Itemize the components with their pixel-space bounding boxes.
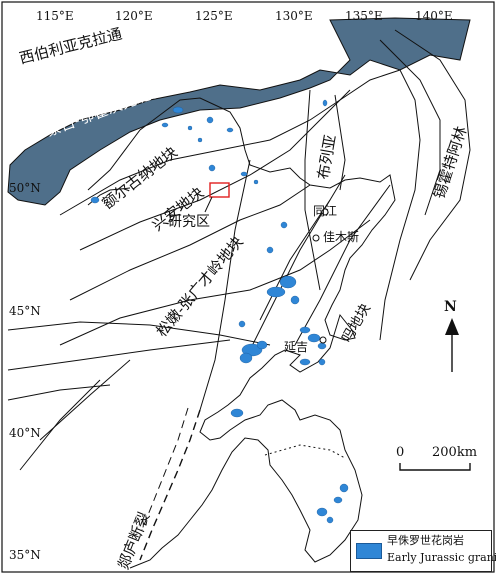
- scale-distance-label: 200km: [432, 445, 478, 460]
- jiamusi-label: 佳木斯: [323, 230, 360, 244]
- boundary-line: [59, 219, 371, 346]
- granite-patch: [208, 164, 216, 172]
- legend-swatch: [356, 543, 382, 559]
- granite-patch: [280, 221, 288, 229]
- yanji-label: 延吉: [284, 340, 309, 354]
- boundary-line: [39, 359, 131, 441]
- fault-line: [294, 184, 391, 346]
- yanji-marker: [319, 336, 327, 344]
- tongjiang-label: 同江: [313, 204, 338, 218]
- granite-patch: [266, 246, 274, 254]
- granite-patch: [187, 125, 193, 131]
- tanlu-fault-line: [139, 409, 201, 561]
- granite-patch: [318, 358, 326, 366]
- granite-patch: [307, 333, 321, 343]
- suture-line: [59, 69, 401, 216]
- lon-label-140: 140°E: [415, 9, 453, 23]
- granite-patch: [206, 116, 214, 124]
- legend-label-cn: 早侏罗世花岗岩: [387, 534, 464, 547]
- scale-zero-label: 0: [396, 445, 405, 460]
- boundary-line: [69, 184, 311, 301]
- study-area-box: [209, 182, 230, 198]
- fault-line: [199, 159, 251, 411]
- bureya-boundary: [379, 69, 421, 341]
- boundary-line: [7, 384, 111, 401]
- lat-label-35: 35°N: [9, 548, 41, 562]
- boundary-line: [79, 89, 351, 251]
- boundary-line: [19, 379, 101, 471]
- north-label: N: [444, 299, 457, 315]
- tanlu-fault-line: [141, 407, 189, 531]
- study-area-pointer: [204, 196, 213, 213]
- granite-patch: [253, 179, 259, 185]
- granite-patch: [230, 408, 244, 418]
- bureya-boundary: [304, 89, 321, 291]
- granite-patch: [240, 171, 248, 177]
- study-area-label: 研究区: [168, 214, 210, 230]
- border-dotted: [264, 444, 346, 459]
- sikhote-boundary: [394, 29, 471, 281]
- lat-label-45: 45°N: [9, 304, 41, 318]
- granite-patch: [256, 340, 268, 350]
- lon-label-125: 125°E: [195, 9, 233, 23]
- sikhote-boundary: [379, 39, 441, 216]
- tongjiang-marker: [321, 208, 329, 216]
- lat-label-50: 50°N: [9, 181, 41, 195]
- lon-label-115: 115°E: [36, 9, 74, 23]
- granite-patch: [326, 516, 334, 524]
- lat-label-40: 40°N: [9, 426, 41, 440]
- scale-bar: [399, 463, 471, 471]
- granite-patch: [172, 106, 184, 114]
- north-arrow-head: [445, 318, 459, 335]
- granite-patch: [90, 196, 100, 204]
- granite-patch: [333, 496, 343, 504]
- fault-line: [249, 174, 346, 351]
- granite-patch: [197, 137, 203, 143]
- granite-patch: [226, 127, 234, 133]
- granite-patch: [266, 286, 286, 298]
- granite-patch: [317, 342, 327, 350]
- granite-patch: [161, 122, 169, 128]
- lon-label-120: 120°E: [115, 9, 153, 23]
- granite-patch: [299, 326, 311, 334]
- granite-patches: [90, 99, 349, 524]
- granite-patch: [339, 483, 349, 493]
- granite-patch: [322, 99, 328, 107]
- granite-patch: [290, 295, 300, 305]
- lon-label-135: 135°E: [345, 9, 383, 23]
- legend: 早侏罗世花岗岩 Early Jurassic granite: [350, 530, 496, 572]
- boundary-line: [7, 321, 271, 346]
- sea-area: [7, 17, 471, 206]
- legend-label-en: Early Jurassic granite: [387, 551, 496, 564]
- fault-line: [259, 199, 331, 321]
- lon-label-130: 130°E: [275, 9, 313, 23]
- boundary-line: [7, 339, 231, 371]
- granite-patch: [316, 507, 328, 517]
- granite-patch: [299, 358, 311, 366]
- granite-patch: [239, 352, 253, 364]
- jiamusi-marker: [312, 234, 320, 242]
- granite-patch: [279, 275, 297, 289]
- granite-patch: [238, 320, 246, 328]
